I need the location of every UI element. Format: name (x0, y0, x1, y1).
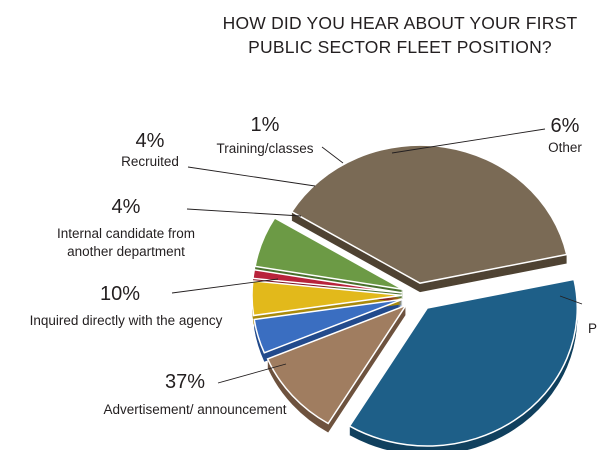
pie-slice (251, 280, 403, 317)
slice-percent-label: 6% (551, 115, 580, 137)
slice-category-label: Other (548, 140, 582, 155)
pie-slice (254, 216, 404, 291)
leader-line (171, 278, 279, 294)
pie-slice (348, 278, 579, 447)
slice-category-label: Training/classes (216, 141, 313, 156)
slice-category-label: Advertisement/ announcement (103, 402, 286, 417)
leader-line (321, 146, 344, 164)
leader-line (559, 295, 583, 305)
leader-line (187, 166, 316, 187)
pie-labels: 37% Advertisement/ announcement 10% Inquire… (30, 114, 597, 417)
slice-category-label: Recruited (121, 154, 179, 169)
pie-slice (266, 303, 408, 425)
pie-slice (290, 144, 568, 284)
leader-line (217, 363, 287, 384)
slice-percent-label: 10% (100, 283, 140, 305)
slice-category-label: Internal candidate from (57, 226, 195, 241)
leader-line (186, 208, 302, 217)
slice-category-label: Inquired directly with the agency (30, 313, 223, 328)
chart-title-line-2: PUBLIC SECTOR FLEET POSITION? (248, 37, 552, 57)
slice-category-label: another department (67, 244, 185, 259)
leader-line (391, 128, 546, 154)
pie-slices (251, 144, 579, 450)
slice-percent-label: 37% (165, 371, 205, 393)
pie-slice (253, 298, 403, 354)
slice-category-label: P (588, 321, 597, 336)
slice-percent-label: 4% (136, 130, 165, 152)
slice-percent-label: 1% (251, 114, 280, 136)
pie-slice (252, 268, 403, 294)
slice-percent-label: 4% (112, 196, 141, 218)
chart-title-line-1: HOW DID YOU HEAR ABOUT YOUR FIRST (223, 13, 578, 33)
